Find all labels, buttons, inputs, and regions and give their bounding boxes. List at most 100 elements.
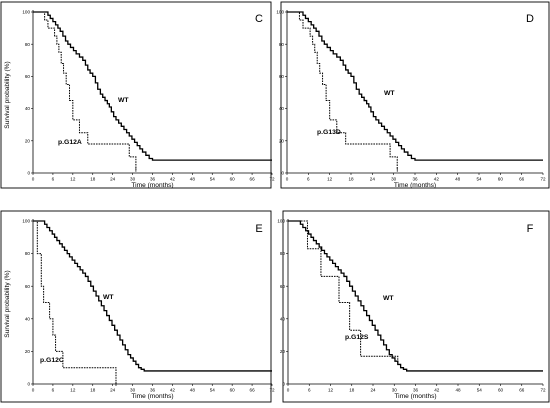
y-tick-label: 80 [25, 42, 31, 47]
x-tick-label: 54 [476, 177, 482, 182]
panel-letter: E [255, 223, 262, 235]
x-tick-label: 0 [32, 177, 35, 182]
x-tick-label: 48 [455, 388, 461, 393]
x-tick-label: 12 [327, 177, 333, 182]
x-tick-label: 18 [348, 177, 354, 182]
x-tick-label: 30 [130, 177, 136, 182]
x-tick-label: 0 [286, 177, 289, 182]
x-tick-label: 0 [287, 388, 290, 393]
x-axis-title: Time (months) [131, 182, 173, 189]
x-tick-label: 18 [90, 177, 96, 182]
x-tick-label: 36 [150, 388, 156, 393]
y-tick-label: 80 [279, 42, 285, 47]
panel-frame [280, 1, 550, 189]
y-tick-label: 80 [280, 251, 286, 256]
y-tick-label: 80 [25, 251, 31, 256]
series-curve-wt [288, 220, 543, 372]
x-tick-label: 30 [130, 388, 136, 393]
x-tick-label: 48 [190, 177, 196, 182]
x-tick-label: 60 [498, 388, 504, 393]
x-axis-title: Time (months) [131, 393, 173, 400]
y-tick-label: 20 [280, 349, 286, 354]
series-label: p.G13D [317, 129, 341, 136]
x-tick-label: 66 [519, 388, 525, 393]
y-tick-label: 100 [276, 10, 284, 15]
y-tick-label: 40 [280, 316, 286, 321]
x-tick-label: 72 [269, 388, 275, 393]
x-tick-label: 6 [52, 177, 55, 182]
x-tick-label: 42 [434, 388, 440, 393]
panel-f: 0 6 12 18 24 30 36 42 48 54 60 66 72 0 20 40 60 80 100 Time… [277, 210, 550, 403]
x-tick-label: 42 [434, 177, 440, 182]
y-tick-label: 0 [27, 171, 30, 176]
series-label: WT [103, 294, 114, 301]
x-tick-label: 6 [308, 388, 311, 393]
x-tick-label: 18 [349, 388, 355, 393]
y-tick-label: 60 [25, 74, 31, 79]
x-tick-label: 54 [210, 177, 216, 182]
x-tick-label: 42 [170, 388, 176, 393]
y-tick-label: 40 [279, 106, 285, 111]
y-tick-label: 0 [282, 382, 285, 387]
series-label: p.G12C [40, 357, 64, 364]
panel-d: 0 6 12 18 24 30 36 42 48 54 60 66 72 0 20 40 60 80 100 Time… [276, 1, 550, 189]
panel-letter: C [255, 13, 263, 25]
y-tick-label: 100 [22, 10, 30, 15]
x-axis-title: Time (months) [394, 182, 436, 189]
x-tick-label: 60 [498, 177, 504, 182]
x-tick-label: 6 [52, 388, 55, 393]
x-tick-label: 30 [391, 177, 397, 182]
y-tick-label: 100 [277, 219, 285, 224]
y-tick-label: 20 [25, 138, 31, 143]
x-tick-label: 48 [190, 388, 196, 393]
series-label: WT [383, 295, 394, 302]
panel-letter: D [526, 13, 534, 25]
x-tick-label: 30 [392, 388, 398, 393]
x-tick-label: 24 [110, 177, 116, 182]
series-curve-wt [287, 11, 543, 161]
series-label: p.G12S [345, 334, 369, 341]
series-curve-wt [33, 11, 272, 161]
series-curve-wt [33, 220, 272, 372]
x-tick-label: 72 [269, 177, 275, 182]
x-tick-label: 48 [455, 177, 461, 182]
panel-c: 0 6 12 18 24 30 36 42 48 54 60 66 72 0 20 40 60 80 100 Time… [0, 1, 275, 189]
x-tick-label: 42 [170, 177, 176, 182]
series-label: WT [118, 97, 129, 104]
y-tick-label: 20 [25, 349, 31, 354]
x-tick-label: 18 [90, 388, 96, 393]
x-tick-label: 66 [250, 177, 256, 182]
y-axis-title: Survival probability (%) [4, 270, 11, 337]
x-axis-title: Time (months) [394, 393, 436, 400]
x-tick-label: 6 [307, 177, 310, 182]
y-tick-label: 0 [27, 382, 30, 387]
y-tick-label: 0 [281, 171, 284, 176]
x-tick-label: 12 [328, 388, 334, 393]
y-tick-label: 60 [280, 284, 286, 289]
x-tick-label: 54 [477, 388, 483, 393]
y-tick-label: 60 [25, 284, 31, 289]
panel-frame [282, 210, 550, 403]
y-tick-label: 100 [22, 219, 30, 224]
x-tick-label: 54 [210, 388, 216, 393]
x-tick-label: 60 [230, 177, 236, 182]
series-label: WT [384, 90, 395, 97]
y-axis-title: Survival probability (%) [4, 61, 11, 128]
series-label: p.G12A [58, 139, 82, 146]
x-tick-label: 72 [540, 177, 546, 182]
panel-letter: F [527, 223, 534, 235]
series-curve-p-g12a [33, 11, 137, 170]
x-tick-label: 66 [519, 177, 525, 182]
series-curve-p-g12s [288, 220, 399, 363]
x-tick-label: 12 [70, 177, 76, 182]
y-tick-label: 40 [25, 106, 31, 111]
x-tick-label: 0 [32, 388, 35, 393]
series-curve-p-g13d [287, 11, 398, 170]
x-tick-label: 24 [370, 177, 376, 182]
x-tick-label: 24 [370, 388, 376, 393]
panel-frame [0, 210, 272, 403]
x-tick-label: 24 [110, 388, 116, 393]
x-tick-label: 66 [250, 388, 256, 393]
x-tick-label: 36 [150, 177, 156, 182]
